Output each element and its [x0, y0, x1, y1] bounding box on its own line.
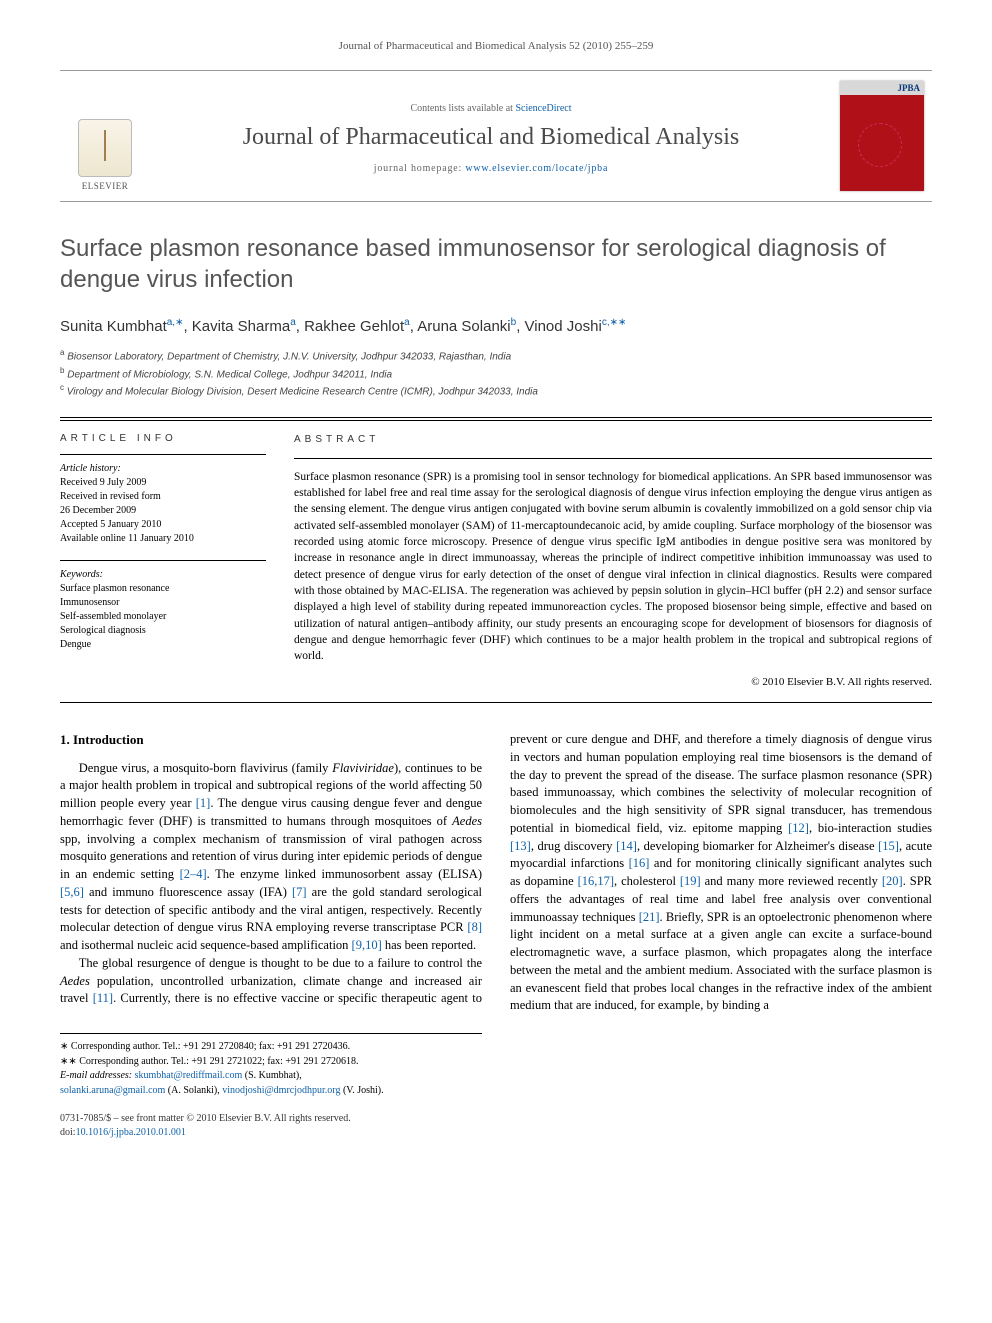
citation-link[interactable]: [19]	[680, 874, 701, 888]
abstract-copyright: © 2010 Elsevier B.V. All rights reserved…	[294, 675, 932, 691]
body-two-columns: 1. Introduction Dengue virus, a mosquito…	[60, 731, 932, 1015]
homepage-prefix: journal homepage:	[374, 163, 466, 174]
abstract-column: ABSTRACT Surface plasmon resonance (SPR)…	[280, 420, 932, 702]
journal-banner: ELSEVIER Contents lists available at Sci…	[60, 70, 932, 202]
doi-line: doi:10.1016/j.jpba.2010.01.001	[60, 1126, 482, 1140]
email-link-3[interactable]: vinodjoshi@dmrcjodhpur.org	[222, 1085, 340, 1096]
footnote-star-text: Corresponding author. Tel.: +91 291 2720…	[71, 1041, 350, 1052]
abstract-label: ABSTRACT	[294, 433, 932, 447]
citation-link[interactable]: [8]	[467, 920, 482, 934]
journal-homepage-link[interactable]: www.elsevier.com/locate/jpba	[465, 163, 608, 174]
affiliation-a-text: Biosensor Laboratory, Department of Chem…	[67, 352, 511, 363]
elsevier-wordmark: ELSEVIER	[82, 181, 129, 191]
sciencedirect-link[interactable]: ScienceDirect	[515, 103, 571, 114]
article-info-column: ARTICLE INFO Article history: Received 9…	[60, 420, 280, 702]
doi-link[interactable]: 10.1016/j.jpba.2010.01.001	[76, 1127, 186, 1138]
info-abstract-row: ARTICLE INFO Article history: Received 9…	[60, 417, 932, 703]
citation-link[interactable]: [12]	[788, 821, 809, 835]
affiliation-b: b Department of Microbiology, S.N. Medic…	[60, 365, 932, 382]
journal-homepage-line: journal homepage: www.elsevier.com/locat…	[160, 163, 822, 174]
affiliations: a Biosensor Laboratory, Department of Ch…	[60, 347, 932, 399]
cover-thumb-area: JPBA	[832, 71, 932, 201]
citation-link[interactable]: [16,17]	[578, 874, 614, 888]
keywords-title: Keywords:	[60, 569, 266, 580]
citation-link[interactable]: [2–4]	[180, 867, 207, 881]
journal-name: Journal of Pharmaceutical and Biomedical…	[160, 124, 822, 151]
footnote-emails: E-mail addresses: skumbhat@rediffmail.co…	[60, 1069, 482, 1098]
emails-label: E-mail addresses:	[60, 1070, 132, 1081]
contents-prefix: Contents lists available at	[410, 103, 515, 114]
citation-link[interactable]: [1]	[196, 796, 211, 810]
citation-link[interactable]: [20]	[882, 874, 903, 888]
intro-para-1: Dengue virus, a mosquito-born flavivirus…	[60, 760, 482, 955]
affiliation-c: c Virology and Molecular Biology Divisio…	[60, 382, 932, 399]
doi-block: 0731-7085/$ – see front matter © 2010 El…	[60, 1112, 482, 1140]
elsevier-tree-icon	[78, 119, 132, 177]
page-root: Journal of Pharmaceutical and Biomedical…	[0, 0, 992, 1180]
publisher-logo-area: ELSEVIER	[60, 71, 150, 201]
email-who-3: (V. Joshi).	[343, 1085, 384, 1096]
front-matter-line: 0731-7085/$ – see front matter © 2010 El…	[60, 1112, 482, 1126]
banner-center: Contents lists available at ScienceDirec…	[150, 71, 832, 201]
citation-link[interactable]: [16]	[629, 856, 650, 870]
citation-link[interactable]: [5,6]	[60, 885, 84, 899]
email-who-2: (A. Solanki),	[168, 1085, 220, 1096]
keywords-block: Surface plasmon resonanceImmunosensorSel…	[60, 582, 266, 652]
citation-link[interactable]: [14]	[616, 839, 637, 853]
cover-code: JPBA	[898, 83, 921, 93]
journal-cover-thumbnail: JPBA	[840, 81, 924, 191]
article-history-block: Received 9 July 2009Received in revised …	[60, 476, 266, 546]
footnote-double-star: ∗∗ Corresponding author. Tel.: +91 291 2…	[60, 1055, 482, 1070]
citation-link[interactable]: [11]	[93, 991, 113, 1005]
intro-heading: 1. Introduction	[60, 731, 482, 749]
corresponding-author-footnotes: ∗ Corresponding author. Tel.: +91 291 27…	[60, 1033, 482, 1098]
citation-link[interactable]: [21]	[639, 910, 660, 924]
article-info-label: ARTICLE INFO	[60, 433, 266, 444]
email-who-1: (S. Kumbhat),	[245, 1070, 302, 1081]
citation-link[interactable]: [13]	[510, 839, 531, 853]
cover-molecule-icon	[858, 123, 902, 167]
citation-link[interactable]: [15]	[878, 839, 899, 853]
abstract-text: Surface plasmon resonance (SPR) is a pro…	[294, 469, 932, 665]
author-list: Sunita Kumbhata,∗, Kavita Sharmaa, Rakhe…	[60, 317, 932, 335]
doi-prefix: doi:	[60, 1127, 76, 1138]
affiliation-c-text: Virology and Molecular Biology Division,…	[67, 386, 538, 397]
citation-link[interactable]: [7]	[292, 885, 307, 899]
article-title: Surface plasmon resonance based immunose…	[60, 234, 932, 295]
affiliation-a: a Biosensor Laboratory, Department of Ch…	[60, 347, 932, 364]
email-link-2[interactable]: solanki.aruna@gmail.com	[60, 1085, 165, 1096]
affiliation-b-text: Department of Microbiology, S.N. Medical…	[67, 369, 392, 380]
article-history-title: Article history:	[60, 463, 266, 474]
elsevier-logo: ELSEVIER	[69, 107, 141, 191]
footnote-dstar-text: Corresponding author. Tel.: +91 291 2721…	[79, 1056, 358, 1067]
footnote-star: ∗ Corresponding author. Tel.: +91 291 27…	[60, 1040, 482, 1055]
email-link-1[interactable]: skumbhat@rediffmail.com	[135, 1070, 243, 1081]
citation-link[interactable]: [9,10]	[352, 938, 382, 952]
contents-available-line: Contents lists available at ScienceDirec…	[160, 103, 822, 114]
running-head: Journal of Pharmaceutical and Biomedical…	[60, 40, 932, 52]
